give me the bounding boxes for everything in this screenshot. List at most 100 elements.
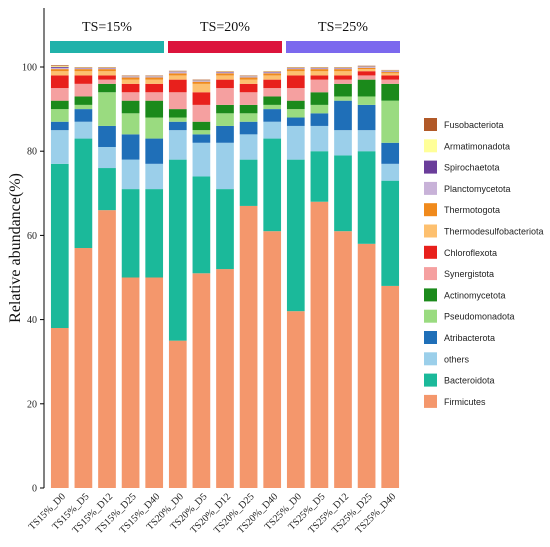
bar-stack (381, 69, 400, 488)
legend-swatch (424, 331, 437, 344)
y-tick-label: 80 (27, 147, 37, 158)
bar-segment (192, 92, 211, 105)
bar-segment (74, 121, 93, 139)
bar-segment (286, 109, 305, 118)
bar-segment (357, 67, 376, 68)
bar-segment (216, 73, 234, 76)
bar-segment (334, 79, 352, 84)
bar-segment (145, 79, 164, 84)
bar-segment (50, 100, 69, 110)
bar-segment (121, 77, 140, 80)
bar-segment (216, 79, 234, 89)
legend-swatch (424, 139, 437, 153)
bar-stack (98, 67, 116, 488)
bar-segment (168, 72, 187, 74)
bar-segment (239, 76, 258, 78)
bar-segment (357, 71, 376, 76)
bar-segment (334, 71, 352, 76)
bar-segment (74, 83, 93, 97)
y-tick-label: 0 (32, 484, 37, 495)
bar-segment (381, 71, 400, 73)
bar-segment (168, 92, 187, 110)
y-axis-label: Relative abundance(%) (7, 173, 24, 323)
bar-segment (74, 248, 93, 488)
bar-segment (98, 146, 116, 169)
bar-segment (263, 75, 282, 80)
legend-entry: others (444, 354, 470, 364)
bar-segment (239, 83, 258, 93)
bar-segment (239, 205, 258, 488)
bar-segment (239, 121, 258, 135)
bar-segment (263, 88, 282, 97)
group-band (286, 41, 400, 53)
bar-segment (121, 277, 140, 488)
bar-segment (98, 210, 116, 488)
bar-segment (381, 83, 400, 101)
bar-stack (50, 65, 69, 488)
bar-stack (310, 67, 329, 488)
bar-segment (192, 176, 211, 274)
bar-segment (50, 67, 69, 68)
bar-segment (286, 88, 305, 101)
bar-segment (263, 72, 282, 74)
y-tick-label: 60 (27, 231, 37, 242)
bar-segment (286, 71, 305, 76)
bars (50, 65, 400, 488)
bar-segment (381, 73, 400, 76)
bar-segment (74, 71, 93, 76)
bar-segment (381, 72, 400, 74)
bar-segment (263, 104, 282, 110)
legend-swatch (424, 181, 437, 195)
bar-segment (192, 130, 211, 135)
bar-segment (286, 125, 305, 160)
bar-segment (168, 159, 187, 341)
bar-segment (357, 130, 376, 152)
bar-segment (334, 96, 352, 101)
group-headers: TS=15% TS=20% TS=25% (50, 20, 400, 53)
legend-swatch (424, 203, 437, 217)
bar-segment (286, 159, 305, 312)
bar-segment (357, 75, 376, 80)
bar-stack (145, 75, 164, 488)
bar-stack (286, 67, 305, 488)
bar-segment (310, 71, 329, 76)
bar-segment (98, 75, 116, 80)
bar-segment (381, 75, 400, 80)
bar-segment (310, 75, 329, 80)
bar-segment (216, 104, 234, 114)
bar-segment (168, 340, 187, 488)
legend-swatch (424, 267, 437, 281)
bar-segment (168, 121, 187, 131)
bar-segment (168, 73, 187, 76)
legend-swatch (424, 245, 437, 259)
legend-entry: Atribacterota (444, 333, 495, 343)
bar-segment (145, 138, 164, 164)
bar-segment (121, 83, 140, 93)
bar-segment (50, 109, 69, 122)
bar-segment (50, 67, 69, 70)
bar-segment (310, 92, 329, 105)
bar-segment (192, 273, 211, 488)
bar-segment (357, 151, 376, 244)
legend-entry: Spirochaetota (444, 163, 500, 173)
legend-swatch (424, 118, 437, 131)
y-ticks: 0 20 40 60 80 100 (22, 63, 44, 495)
bar-segment (192, 134, 211, 143)
bar-segment (334, 68, 352, 70)
bar-stack (334, 67, 352, 488)
bar-segment (263, 96, 282, 105)
bar-segment (50, 88, 69, 101)
bar-segment (286, 117, 305, 126)
bar-segment (74, 104, 93, 110)
bar-segment (74, 75, 93, 84)
bar-segment (145, 83, 164, 93)
bar-segment (121, 92, 140, 101)
bar-segment (121, 76, 140, 78)
legend-entry: Bacteroidota (444, 376, 495, 386)
bar-segment (381, 285, 400, 488)
bar-stack (263, 71, 282, 488)
bar-segment (192, 81, 211, 84)
legend-entry: Armatimonadota (444, 141, 510, 151)
bar-segment (145, 77, 164, 80)
